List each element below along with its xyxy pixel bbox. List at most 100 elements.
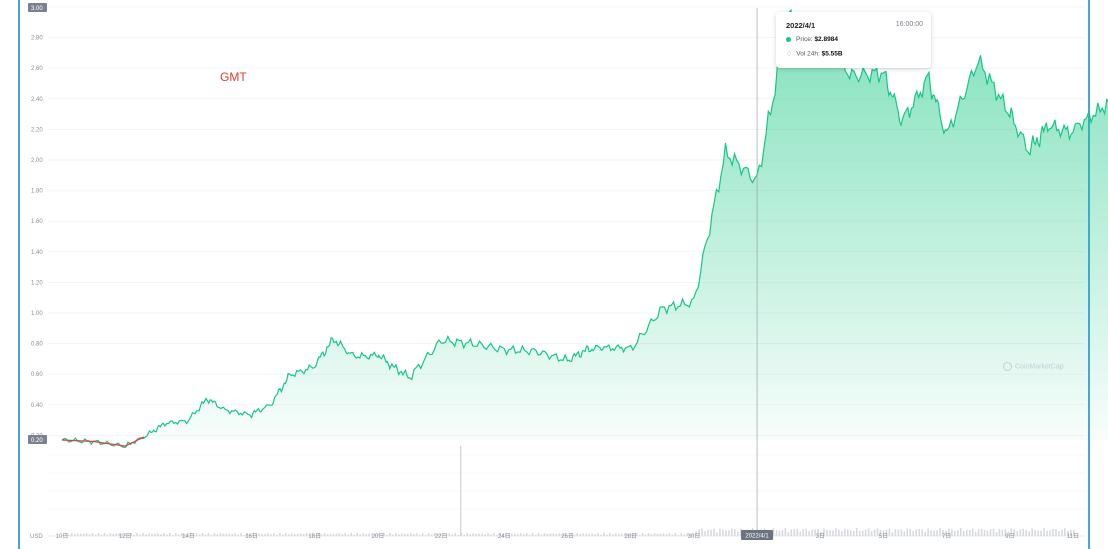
volume-bar [88,534,91,536]
volume-bar [826,529,828,536]
volume-bar [100,534,103,536]
volume-bar [909,529,912,536]
volume-bar [582,533,584,536]
volume-bar [511,533,513,536]
x-tick-label: 12日 [119,533,132,540]
volume-bar [588,533,590,536]
volume-bar [787,531,790,536]
volume-bar [995,532,998,536]
y-tick-label: 1.60 [31,219,43,225]
volume-bar [368,533,370,536]
volume-bar [412,534,415,536]
watermark: CoinMarketCap [1003,362,1064,371]
volume-bar [632,534,635,536]
volume-bar [1007,531,1010,536]
volume-bar [124,533,127,536]
x-tick-label: 16日 [245,533,258,540]
volume-bar [897,529,900,536]
volume-bar [320,534,323,536]
volume-bar [543,533,546,536]
tooltip-vol-label: Vol 24h: [796,50,820,58]
volume-bar [683,534,686,536]
volume-bar [308,534,311,536]
volume-bar [814,529,816,536]
volume-bar [255,533,257,536]
volume-bar [457,534,460,536]
volume-bar [968,529,971,536]
volume-bar [222,533,225,536]
volume-bar [725,530,727,536]
volume-bar [549,533,552,536]
volume-bar [1016,531,1019,536]
volume-bar [97,533,100,536]
volume-bar [885,529,888,536]
x-tick-label: 24日 [498,533,511,540]
volume-bar [314,534,317,536]
volume-bar [612,534,614,536]
volume-bar [344,533,347,536]
y-tick-label: 0.40 [31,403,43,409]
volume-bar [142,533,144,536]
volume-bar [528,534,531,536]
volume-bar [656,533,659,536]
volume-bar [115,533,118,536]
volume-bar [852,530,855,536]
volume-bar [873,529,876,536]
volume-bar [246,533,248,536]
volume-bar [335,533,338,536]
volume-bar [103,533,106,536]
x-tick-label: 22日 [435,533,448,540]
volume-bar [451,534,454,536]
volume-bar [276,534,278,536]
volume-bar [677,534,680,536]
volume-bar [781,530,784,536]
volume-bar [427,533,430,536]
price-line-below-open [61,436,145,447]
volume-bar [332,533,335,536]
volume-bar [555,533,558,536]
volume-bar [668,533,671,536]
volume-bar [576,533,579,536]
volume-bar [701,528,703,536]
volume-bar [201,533,204,536]
volume-bar [811,529,813,536]
volume-bar [858,530,861,536]
volume-bar [395,533,397,536]
currency-text: USD [30,534,43,540]
volume-bar [707,529,709,536]
volume-bar [433,533,436,536]
y-tick-label: 2.60 [31,66,43,72]
price-line [61,8,1108,449]
volume-bar [739,528,742,536]
volume-bar [713,528,715,536]
x-tick-label: 10日 [56,533,69,540]
volume-bar [864,529,867,536]
volume-bar [597,533,599,536]
volume-bar [962,531,965,536]
price-tooltip: 2022/4/1 16:00:00 Price: $2.8984 ♢ Vol 24… [776,12,931,68]
volume-bar [219,533,222,536]
volume-bar [383,533,385,536]
volume-bar [118,533,121,536]
volume-bar [192,533,195,536]
volume-bar [534,534,537,536]
y-current-label-bg [28,435,47,444]
volume-bar [716,532,718,536]
volume-bar [537,533,540,536]
volume-bar [299,533,302,536]
x-tick-label-highlight: 2022/4/1 [745,534,769,540]
volume-bar [567,534,570,536]
volume-bar [172,534,174,536]
volume-bar [609,533,611,536]
volume-bar [154,533,156,536]
volume-bar [1037,530,1039,536]
volume-bar [109,533,112,536]
volume-bar [665,534,668,536]
y-tick-label: 0.60 [31,372,43,378]
volume-bar [915,529,918,536]
volume-bar [174,533,177,536]
volume-bar [148,533,150,536]
volume-bar [594,534,596,536]
volume-bar [421,533,424,536]
